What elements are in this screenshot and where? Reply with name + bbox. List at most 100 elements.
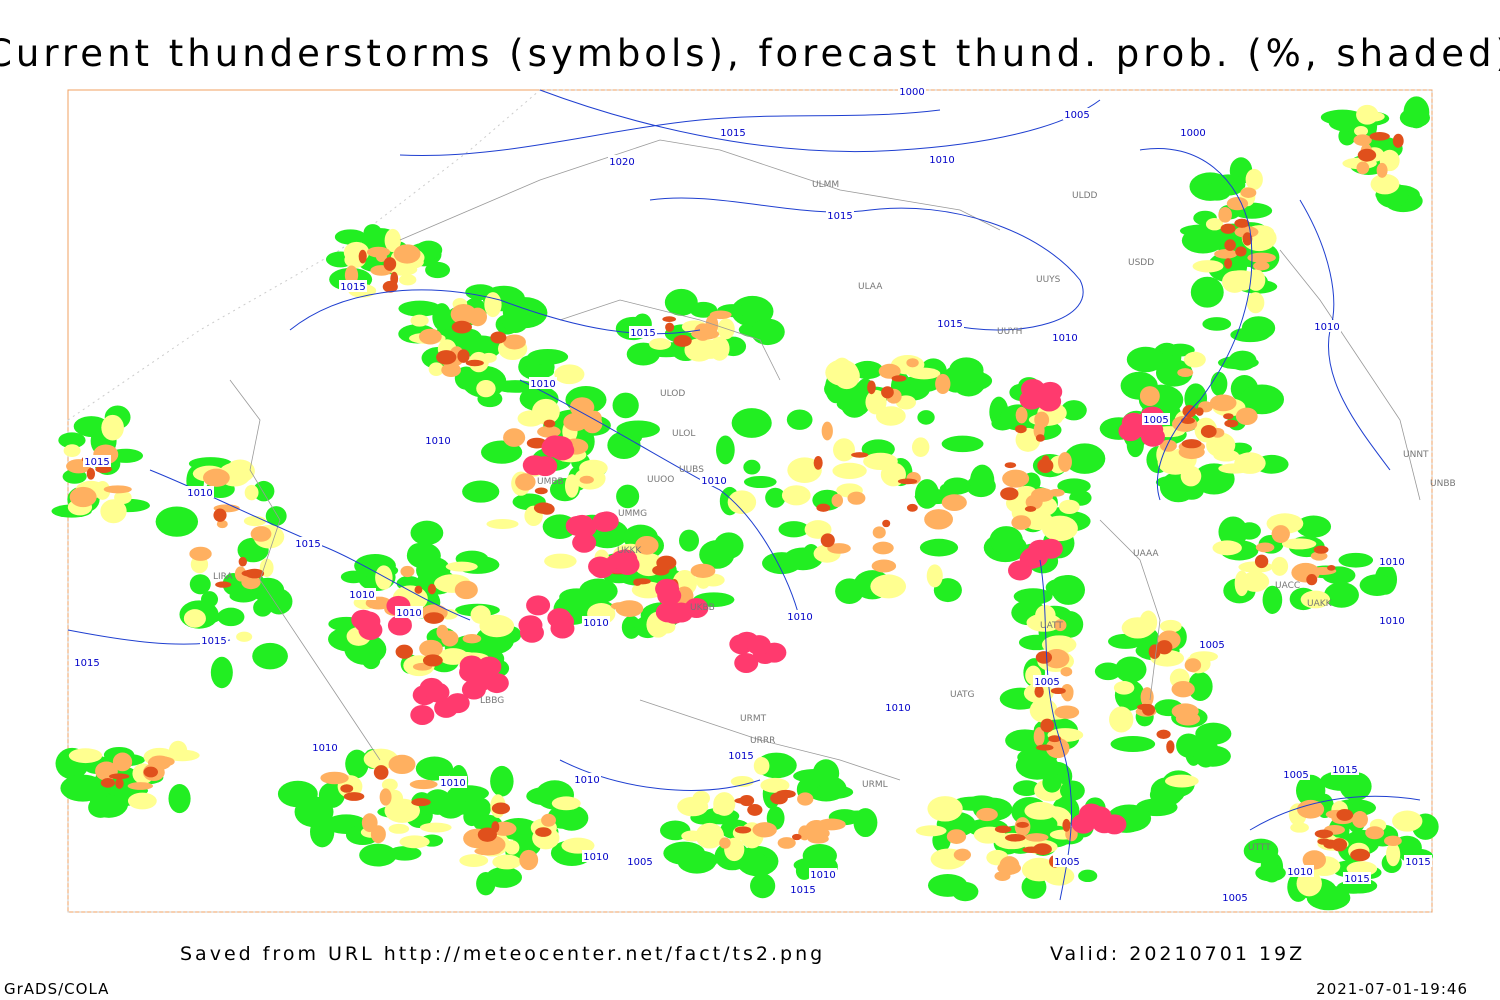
- isobar-label-box: [884, 701, 912, 713]
- isobar-label: 1010: [583, 852, 608, 863]
- shading-blob: [265, 506, 287, 526]
- shading-blob: [201, 591, 219, 608]
- shading-blob: [835, 578, 864, 604]
- isobar-label: 1010: [574, 775, 599, 786]
- shading-blob: [432, 303, 452, 331]
- storm-symbols: [547, 608, 572, 629]
- isobar-label: 1015: [1405, 857, 1430, 868]
- shading-blob: [847, 491, 866, 505]
- isobar-label-box: [1179, 126, 1207, 138]
- shading-blob: [991, 416, 1014, 431]
- isobar-label-box: [582, 616, 610, 628]
- shading-blob: [450, 304, 477, 325]
- station-label: ULOL: [672, 429, 695, 439]
- shading-blob: [1042, 773, 1062, 793]
- isobar-label-box: [1378, 555, 1406, 567]
- shading-blob: [544, 553, 577, 569]
- shading-blob: [719, 837, 731, 849]
- shading-blob: [1181, 439, 1202, 449]
- shading-blob: [400, 565, 415, 578]
- shading-blob: [1177, 368, 1194, 378]
- storm-symbols: [655, 602, 680, 623]
- shading-blob: [388, 754, 416, 775]
- shading-blob: [1354, 125, 1369, 137]
- shading-blob: [875, 406, 906, 426]
- shading-blob: [217, 607, 245, 627]
- shading-blob: [1060, 666, 1073, 677]
- storm-symbols: [572, 532, 597, 553]
- shading-blob: [462, 480, 500, 503]
- storm-symbols: [519, 622, 544, 643]
- station-label: ULDD: [1072, 191, 1098, 201]
- station-label: UAKK: [1307, 599, 1333, 609]
- shading-blob: [340, 570, 367, 584]
- shading-blob: [1242, 232, 1253, 246]
- isobar-label: 1010: [530, 379, 555, 390]
- shading-blob: [1235, 246, 1247, 257]
- shading-blob: [1241, 571, 1270, 592]
- shading-blob: [716, 435, 735, 465]
- shading-blob: [423, 612, 445, 624]
- shading-blob: [677, 850, 717, 874]
- shading-blob: [1048, 488, 1065, 497]
- isobar-label: 1010: [701, 476, 726, 487]
- isobar-label: 1015: [630, 328, 655, 339]
- isobar-label: 1010: [810, 870, 835, 881]
- shading-blob: [832, 462, 867, 480]
- shading-blob: [491, 802, 511, 815]
- shading-blob: [358, 249, 367, 264]
- station-label: UMBB: [537, 477, 564, 487]
- shading-blob: [831, 493, 844, 508]
- shading-blob: [189, 546, 212, 561]
- shading-blob: [534, 487, 548, 495]
- shading-blob: [1271, 556, 1289, 576]
- shading-blob: [695, 822, 724, 849]
- storm-symbols: [425, 682, 450, 703]
- shading-blob: [1351, 811, 1368, 829]
- shading-blob: [1034, 411, 1050, 429]
- shading-blob: [1024, 505, 1037, 512]
- shading-blob: [535, 827, 552, 837]
- isobar-label: 1015: [937, 319, 962, 330]
- storm-symbols: [1038, 538, 1063, 559]
- shading-blob: [253, 480, 275, 502]
- shading-blob: [953, 848, 972, 861]
- shading-blob: [60, 774, 106, 802]
- shading-blob: [1356, 104, 1379, 125]
- shading-blob: [1192, 260, 1224, 273]
- shading-blob: [1064, 443, 1106, 474]
- shading-blob: [786, 409, 813, 430]
- shading-blob: [734, 797, 752, 804]
- shading-blob: [692, 790, 710, 806]
- isobar-label-box: [311, 741, 339, 753]
- shading-blob: [787, 457, 822, 483]
- shading-blob: [907, 367, 941, 380]
- isobar-label-box: [1221, 891, 1249, 903]
- shading-blob: [679, 529, 699, 552]
- shading-blob: [713, 792, 736, 816]
- shading-blob: [459, 854, 489, 868]
- shading-blob: [1062, 818, 1071, 832]
- shading-blob: [1353, 134, 1372, 146]
- shading-blob: [1235, 407, 1258, 425]
- shading-blob: [1139, 386, 1160, 406]
- shading-blob: [1338, 552, 1374, 568]
- station-label: UUYS: [1036, 275, 1061, 285]
- shading-blob: [743, 459, 761, 475]
- shading-blob: [927, 796, 963, 822]
- shading-blob: [1159, 439, 1177, 452]
- shading-blob: [941, 435, 984, 453]
- shading-blob: [1180, 417, 1195, 425]
- shading-blob: [425, 261, 451, 279]
- isobar-label: 1015: [1332, 765, 1357, 776]
- shading-blob: [1350, 848, 1371, 862]
- storm-symbols: [746, 635, 771, 656]
- station-label: UAAA: [1133, 549, 1159, 559]
- shading-blob: [1297, 799, 1325, 819]
- shading-blob: [943, 477, 971, 494]
- shading-blob: [924, 509, 953, 530]
- shading-blob: [1051, 574, 1086, 605]
- shading-blob: [183, 609, 206, 628]
- shading-blob: [454, 580, 478, 600]
- shading-blob: [1015, 406, 1028, 424]
